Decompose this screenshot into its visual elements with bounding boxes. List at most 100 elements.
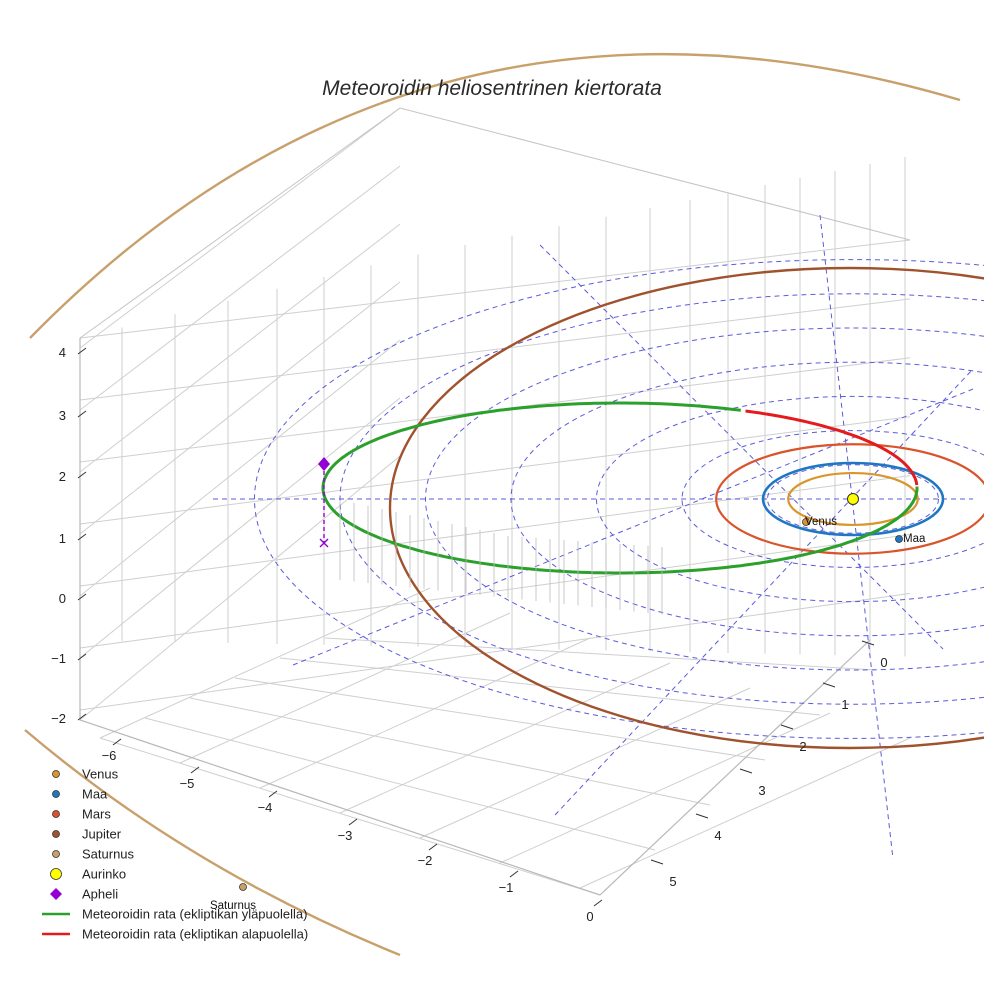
legend-item[interactable]: Meteoroidin rata (ekliptikan alapuolella…: [42, 927, 308, 942]
legend-label: Jupiter: [82, 827, 122, 842]
tick-label: 5: [669, 874, 676, 889]
legend-item[interactable]: Aurinko: [50, 867, 127, 882]
grid-line: [79, 397, 401, 659]
grid-line: [259, 637, 591, 789]
legend-marker: [52, 770, 60, 778]
chart-title: Meteoroidin heliosentrinen kiertorata: [322, 77, 662, 100]
tick-label: 0: [586, 909, 593, 924]
axis-box-grid: [79, 107, 911, 896]
tick-label: −6: [102, 748, 117, 763]
polar-ring: [767, 464, 939, 534]
tick-label: 2: [799, 739, 806, 754]
legend-item[interactable]: Saturnus: [52, 847, 135, 862]
grid-line: [339, 662, 671, 814]
legend-item[interactable]: Maa: [52, 787, 109, 802]
legend-marker: [52, 830, 60, 838]
grid-line: [324, 637, 876, 671]
grid-line: [279, 657, 821, 716]
polar-ring: [681, 430, 984, 568]
axis-ticks: 4 3 2 1 0 −1 −2 −6 −5 −4 −3 −2 −1 0 0 1 2 3 4 5: [51, 345, 887, 924]
tick-mark: [112, 738, 122, 746]
grid-line: [79, 592, 911, 711]
tick-mark: [822, 682, 836, 688]
aphelion-projection: [319, 538, 329, 548]
grid-line: [79, 239, 911, 339]
planet-label: Saturnus: [210, 900, 256, 912]
tick-mark: [77, 593, 87, 601]
orbit-maa: [761, 461, 945, 537]
tick-mark: [739, 768, 753, 774]
grid-line: [79, 455, 401, 721]
tick-mark: [861, 640, 875, 646]
earth-marker: [895, 535, 903, 543]
polar-spoke: [292, 388, 974, 666]
box-edge: [79, 338, 871, 896]
tick-label: 4: [59, 345, 66, 360]
grid-line: [579, 737, 911, 889]
grid-line: [79, 416, 911, 525]
grid-line: [234, 677, 766, 761]
tick-label: −2: [418, 853, 433, 868]
polar-ring: [596, 395, 984, 603]
saturn-orbit-lower: [24, 729, 401, 957]
tick-label: 2: [59, 469, 66, 484]
grid-line: [79, 165, 401, 411]
tick-mark: [77, 713, 87, 721]
legend-item[interactable]: Apheli: [50, 887, 118, 902]
legend-item[interactable]: Venus: [52, 767, 119, 782]
grid-line: [189, 697, 711, 806]
planet-label: Venus: [805, 516, 837, 528]
tick-mark: [190, 766, 200, 774]
tick-label: −4: [258, 800, 273, 815]
tick-mark: [77, 347, 87, 355]
grid-line: [79, 339, 401, 597]
legend-marker: [52, 810, 60, 818]
grid-line: [144, 717, 656, 851]
tick-mark: [77, 410, 87, 418]
legend-label: Maa: [82, 787, 108, 802]
venus-marker: [802, 518, 810, 526]
tick-label: −2: [51, 711, 66, 726]
grid-line: [79, 107, 401, 349]
tick-mark: [77, 533, 87, 541]
legend-item[interactable]: Meteoroidin rata (ekliptikan yläpuolella…: [42, 907, 307, 922]
legend-marker: [50, 888, 62, 900]
sun-marker: [847, 493, 859, 505]
polar-ring: [254, 259, 984, 739]
tick-mark: [695, 813, 709, 819]
tick-label: −3: [338, 828, 353, 843]
meteoroid-orbit: [318, 401, 919, 615]
polar-ring: [425, 327, 984, 671]
grid-line: [79, 534, 911, 649]
legend-item[interactable]: Mars: [52, 807, 112, 822]
planet-label: Maa: [903, 533, 926, 545]
grid-line: [79, 298, 911, 401]
orbit-mars: [715, 443, 984, 555]
tick-label: 1: [841, 697, 848, 712]
grid-line: [419, 687, 751, 839]
grid-line: [79, 223, 401, 473]
tick-mark: [77, 653, 87, 661]
tick-label: −1: [499, 880, 514, 895]
ecliptic-polar-grid: [213, 214, 984, 860]
legend-item[interactable]: Jupiter: [52, 827, 122, 842]
large-orbit-layer: [24, 53, 961, 957]
polar-spoke: [554, 368, 974, 816]
tick-mark: [77, 471, 87, 479]
tick-label: −1: [51, 651, 66, 666]
tick-mark: [593, 899, 603, 907]
legend[interactable]: Venus Maa Mars Jupiter Saturnus Aurinko Apheli…: [42, 767, 308, 942]
saturn-marker: [239, 883, 247, 891]
tick-label: 0: [59, 591, 66, 606]
meteoroid-orbit-below: [745, 409, 919, 486]
box-edge: [79, 107, 911, 339]
tick-label: 1: [59, 531, 66, 546]
legend-marker: [50, 868, 62, 880]
tick-label: 3: [758, 783, 765, 798]
legend-label: Mars: [82, 807, 111, 822]
grid-line: [79, 475, 911, 587]
saturn-orbit-upper: [29, 53, 961, 339]
grid-line: [99, 587, 431, 739]
legend-label: Apheli: [82, 887, 118, 902]
